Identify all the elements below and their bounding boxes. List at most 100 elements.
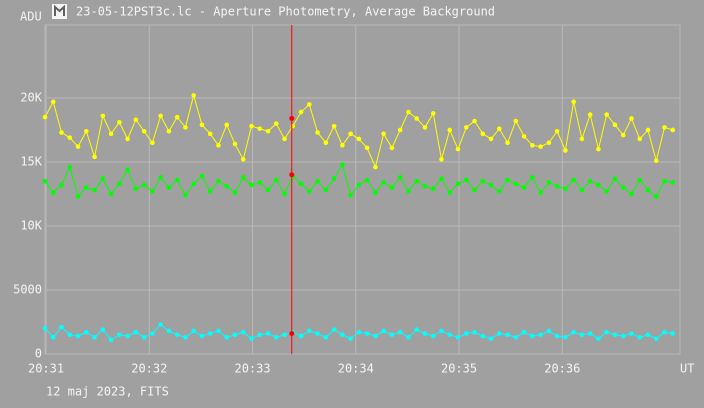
data-point [381,131,386,137]
data-point [298,181,304,187]
data-point [546,180,552,185]
data-point [480,333,486,339]
data-point [430,111,436,116]
data-point [307,102,312,107]
data-point [232,190,238,196]
data-point [604,112,609,117]
data-point [546,328,552,334]
data-point [579,332,585,338]
data-point [199,122,205,128]
data-point [323,187,329,193]
data-point [224,183,230,189]
data-point [59,182,64,188]
data-point [125,136,130,142]
data-point [331,327,337,332]
data-point [538,332,543,338]
data-point [133,186,139,192]
data-point [92,187,97,193]
data-point [158,322,163,327]
data-point [249,182,254,188]
data-point [315,331,320,336]
data-point [455,146,461,152]
data-point [216,328,221,334]
data-point [207,131,213,137]
data-point [463,331,469,336]
data-point [612,176,618,181]
data-point [414,116,420,121]
data-point [273,335,279,340]
data-point [265,128,271,134]
data-point [117,119,122,125]
footer: 12 maj 2023, FITS [46,385,169,399]
data-point [406,189,411,194]
data-point [530,143,535,148]
cursor-point [289,172,295,178]
data-point [50,335,56,340]
data-point [84,329,89,335]
data-point [612,332,618,338]
data-point [480,178,486,184]
data-point [117,332,122,338]
data-point [447,190,453,196]
data-point [59,130,64,135]
data-point [50,99,56,105]
data-point [207,189,213,194]
data-point [150,140,155,146]
data-point [59,324,64,330]
data-point [604,329,609,335]
data-point [364,145,370,151]
data-point [125,333,130,339]
data-point [497,126,502,131]
data-point [331,176,337,181]
data-point [315,130,320,135]
data-point [439,328,444,334]
data-point [150,331,155,336]
cursor-point [289,115,295,121]
y-axis-label: ADU [20,10,42,24]
data-point [199,173,205,179]
data-point [224,122,230,128]
data-point [645,127,651,133]
data-point [620,132,626,138]
data-point [75,194,81,199]
data-point [637,136,643,142]
data-point [364,177,370,183]
data-point [653,336,659,341]
data-point [323,335,329,340]
data-point [232,332,238,338]
data-point [538,144,543,149]
data-point [530,333,535,339]
data-point [340,332,345,338]
data-point [488,136,494,142]
data-point [521,134,527,139]
data-point [422,183,428,189]
data-point [587,112,593,117]
data-point [389,145,395,151]
x-tick-label: 20:35 [441,362,477,376]
data-point [92,335,97,340]
data-point [150,189,155,194]
data-point [662,125,667,130]
data-point [604,189,609,194]
data-point [653,194,659,199]
data-point [249,336,254,341]
icon-glyph [54,4,65,16]
y-tick-label: 15K [20,154,42,168]
data-point [422,331,428,336]
data-point [505,332,510,338]
x-axis-label: UT [680,362,694,376]
data-point [480,131,486,137]
data-point [240,329,246,335]
data-point [282,332,287,338]
data-point [513,118,519,124]
data-point [141,182,147,188]
x-tick-label: 20:31 [28,362,64,376]
data-point [166,128,172,134]
y-tick-label: 20K [20,90,42,104]
data-point [273,177,279,183]
data-point [356,182,362,188]
data-point [488,336,494,341]
data-point [207,331,213,336]
data-point [133,117,139,123]
data-point [141,128,147,134]
